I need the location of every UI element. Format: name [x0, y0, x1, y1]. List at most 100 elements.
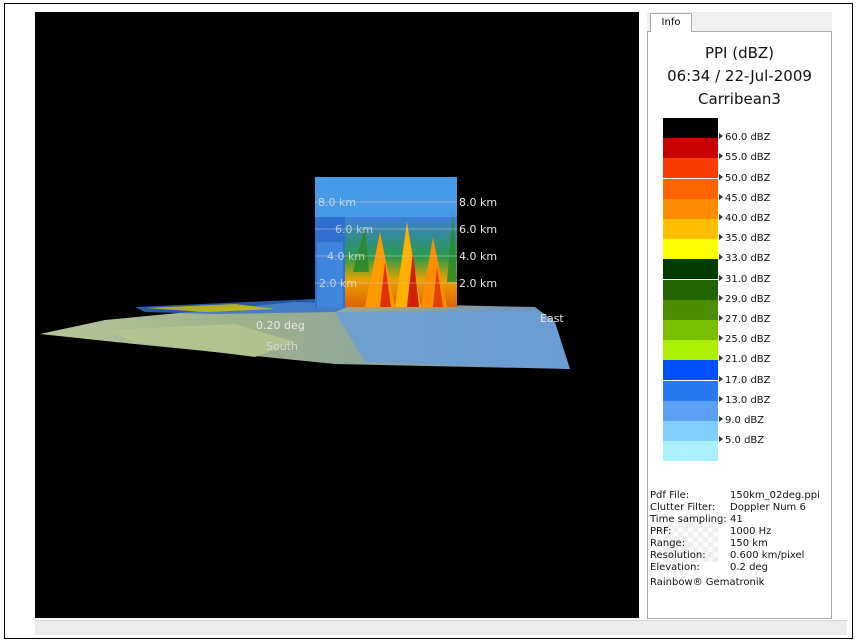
legend-level-text: 60.0 dBZ	[725, 132, 771, 144]
caret-right-icon	[719, 416, 723, 422]
product-title: PPI (dBZ)	[704, 44, 775, 62]
legend-swatch	[663, 360, 718, 381]
cell-4	[380, 262, 391, 307]
cell-5	[407, 252, 419, 307]
legend-level-label: 21.0 dBZ	[719, 354, 771, 365]
height-label-left-2km: 2.0 km	[319, 277, 358, 290]
legend-swatch	[663, 219, 718, 239]
height-label-2km: 2.0 km	[459, 277, 498, 290]
green-band-2	[447, 212, 457, 282]
legend-swatch	[663, 380, 718, 401]
caret-right-icon	[719, 335, 723, 342]
legend-level-label: 40.0 dBZ	[719, 213, 771, 224]
legend-level-text: 31.0 dBZ	[725, 273, 771, 285]
window-frame	[4, 3, 853, 639]
info-row: Clutter Filter: Doppler Num 6	[650, 502, 806, 514]
legend-level-label: 50.0 dBZ	[719, 173, 771, 184]
info-key: Elevation:	[650, 562, 700, 573]
legend-no-data-swatch	[663, 522, 718, 562]
radar-3d-viewport[interactable]: 8.0 km 6.0 km 4.0 km 2.0 km 8.0 km 6.0 k…	[35, 12, 639, 618]
info-key: Resolution:	[650, 550, 706, 561]
legend-level-label: 27.0 dBZ	[719, 314, 771, 325]
info-value: 1000 Hz	[730, 526, 772, 537]
green-band-1	[353, 227, 369, 272]
caret-right-icon	[719, 395, 723, 402]
sea-region	[335, 310, 570, 369]
info-key: Range:	[650, 538, 686, 549]
legend-level-label: 55.0 dBZ	[719, 152, 771, 163]
legend-level-label: 33.0 dBZ	[719, 253, 771, 264]
legend-level-label: 9.0 dBZ	[719, 415, 764, 426]
legend-swatch	[663, 299, 718, 320]
legend-swatch	[663, 198, 718, 219]
height-gridlines	[315, 201, 457, 284]
legend-level-label: 45.0 dBZ	[719, 193, 771, 204]
legend-level-label: 31.0 dBZ	[719, 274, 771, 285]
direction-south-label: South	[266, 340, 298, 353]
info-value: 0.2 deg	[730, 562, 768, 573]
legend-swatch	[663, 441, 718, 462]
caret-right-icon	[719, 274, 723, 281]
tab-info[interactable]: Info	[650, 13, 692, 33]
caret-right-icon	[719, 294, 723, 301]
legend-swatch	[663, 259, 718, 280]
caret-right-icon	[719, 153, 723, 160]
caret-right-icon	[719, 436, 723, 443]
legend-level-text: 21.0 dBZ	[725, 354, 771, 366]
info-key: Pdf File:	[650, 490, 690, 501]
legend-level-label: 17.0 dBZ	[719, 375, 771, 386]
caret-right-icon	[719, 234, 723, 241]
legend-swatch	[663, 118, 718, 138]
elevation-label: 0.20 deg	[256, 319, 305, 332]
legend-swatch	[663, 239, 718, 260]
legend-swatch	[663, 320, 718, 340]
cross-section-upper	[315, 177, 457, 217]
info-value: 150km_02deg.ppi	[730, 490, 820, 501]
tab-strip: Info	[647, 12, 832, 33]
height-label-left-8km: 8.0 km	[318, 196, 357, 209]
info-value: 0.600 km/pixel	[730, 550, 805, 561]
direction-east-label: East	[540, 312, 564, 325]
info-key: Time sampling:	[650, 514, 727, 525]
caret-right-icon	[719, 254, 723, 261]
legend-level-label: 13.0 dBZ	[719, 395, 771, 406]
legend-swatch	[663, 178, 718, 199]
legend-level-text: 5.0 dBZ	[725, 435, 765, 447]
caret-right-icon	[719, 214, 723, 220]
legend-level-text: 45.0 dBZ	[725, 192, 771, 204]
legend-level-text: 35.0 dBZ	[725, 233, 771, 245]
info-row: Pdf File: 150km_02deg.ppi	[650, 490, 820, 502]
height-label-left-6km: 6.0 km	[335, 223, 374, 236]
legend-swatch	[663, 158, 718, 179]
caret-right-icon	[719, 193, 723, 200]
legend-level-text: 29.0 dBZ	[725, 293, 771, 305]
legend-swatch	[663, 421, 718, 441]
legend-level-text: 9.0 dBZ	[725, 415, 765, 426]
info-row: PRF: 1000 Hz	[650, 526, 771, 538]
radar-scene	[40, 177, 570, 369]
info-key: Clutter Filter:	[650, 502, 716, 513]
status-bar	[35, 620, 847, 635]
legend-level-label: 60.0 dBZ	[719, 132, 771, 143]
legend-level-text: 27.0 dBZ	[725, 314, 771, 325]
legend-swatch	[663, 340, 718, 361]
legend-level-text: 13.0 dBZ	[725, 394, 771, 406]
info-row: Range: 150 km	[650, 538, 768, 550]
info-row: Time sampling: 41	[650, 514, 764, 526]
legend-swatch	[663, 400, 718, 421]
info-value: 150 km	[730, 538, 768, 549]
legend-level-text: 50.0 dBZ	[725, 172, 771, 184]
height-label-6km: 6.0 km	[459, 223, 498, 236]
info-panel: Info PPI (dBZ) 06:34 / 22-Jul-2009 Carri…	[647, 12, 832, 619]
info-value: 41	[730, 514, 743, 525]
land-region	[105, 324, 295, 357]
legend-swatch	[663, 138, 718, 159]
info-panel-body: PPI (dBZ) 06:34 / 22-Jul-2009 Carribean3…	[647, 32, 832, 619]
legend-level-text: 55.0 dBZ	[725, 152, 771, 164]
vendor-credit: Rainbow® Gematronik	[650, 577, 765, 588]
height-label-4km: 4.0 km	[459, 250, 498, 263]
legend-level-text: 25.0 dBZ	[725, 334, 771, 346]
legend-level-label: 35.0 dBZ	[719, 233, 771, 244]
caret-right-icon	[719, 315, 723, 321]
legend-level-label: 25.0 dBZ	[719, 334, 771, 345]
